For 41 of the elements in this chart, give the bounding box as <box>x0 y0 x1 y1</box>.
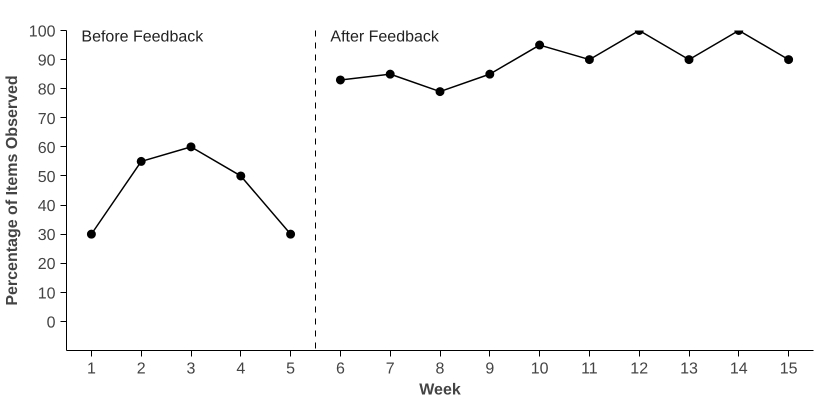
point <box>86 230 96 239</box>
y-tick-label: 70 <box>38 110 56 128</box>
y-tick-label: 100 <box>28 24 56 40</box>
x-tick-label: 14 <box>730 360 748 378</box>
point <box>186 142 196 152</box>
x-tick-label: 4 <box>236 360 246 378</box>
x-tick-label: 9 <box>485 360 494 378</box>
point <box>236 171 246 180</box>
y-tick-label: 0 <box>46 314 56 332</box>
point <box>485 70 494 79</box>
x-tick-label: 12 <box>630 360 648 378</box>
y-tick-label: 30 <box>38 227 56 244</box>
point <box>535 40 544 50</box>
y-tick-label: 20 <box>38 256 56 274</box>
x-axis-title: Week <box>419 382 461 398</box>
y-tick-label: 60 <box>38 140 56 157</box>
point <box>286 230 296 239</box>
point <box>784 55 794 64</box>
x-tick-label: 1 <box>86 360 96 378</box>
y-axis-title: Percentage of Items Observed <box>4 75 21 306</box>
point <box>386 70 395 79</box>
x-tick-label: 2 <box>136 360 146 378</box>
point <box>336 75 345 84</box>
y-tick-label: 90 <box>38 52 56 70</box>
point <box>584 55 594 64</box>
y-tick-label: 10 <box>38 285 56 302</box>
x-tick-label: 11 <box>581 360 598 378</box>
y-tick-label: 40 <box>38 198 56 216</box>
x-tick-label: 8 <box>436 360 445 378</box>
x-tick-label: 7 <box>386 360 395 378</box>
x-tick-label: 6 <box>336 360 345 378</box>
x-tick-label: 10 <box>530 360 549 378</box>
x-tick-label: 3 <box>186 360 196 378</box>
y-tick-label: 80 <box>38 82 56 99</box>
point <box>136 156 146 166</box>
x-tick-label: 13 <box>680 360 698 378</box>
x-tick-label: 5 <box>286 360 296 378</box>
point <box>684 55 694 64</box>
point <box>436 87 444 96</box>
x-tick-label: 15 <box>780 360 798 378</box>
y-tick-label: 50 <box>38 168 56 186</box>
